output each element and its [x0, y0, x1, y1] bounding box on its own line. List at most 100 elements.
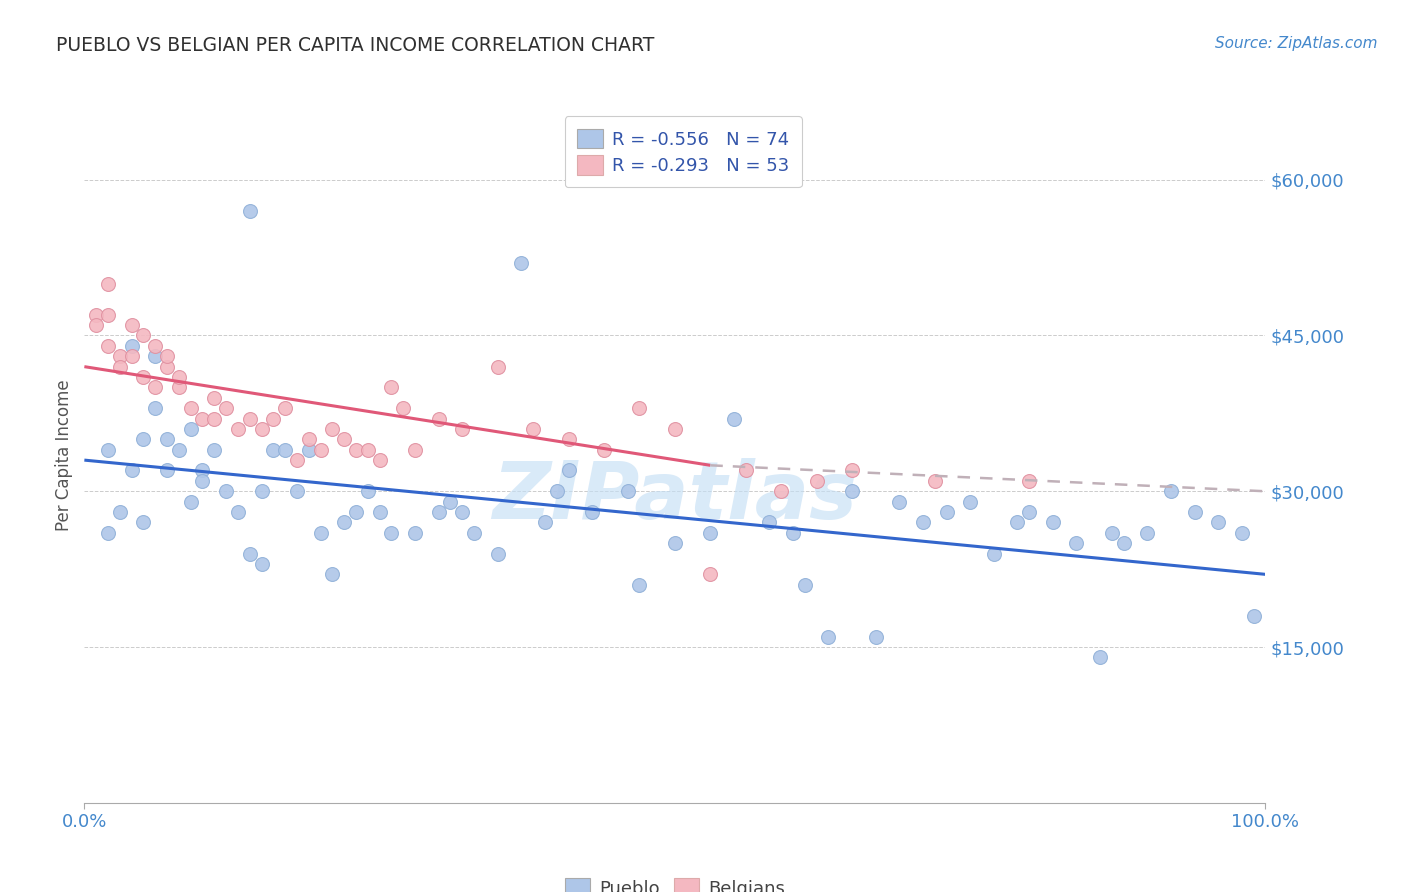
Point	[285, 453, 308, 467]
Point	[699, 567, 721, 582]
Point	[357, 484, 380, 499]
Point	[215, 401, 238, 416]
Point	[841, 463, 863, 477]
Point	[309, 525, 332, 540]
Point	[97, 442, 120, 457]
Point	[180, 494, 202, 508]
Point	[321, 422, 343, 436]
Point	[628, 578, 651, 592]
Point	[167, 370, 190, 384]
Point	[1112, 536, 1135, 550]
Point	[1018, 505, 1040, 519]
Point	[226, 505, 249, 519]
Point	[427, 411, 450, 425]
Point	[935, 505, 957, 519]
Point	[486, 359, 509, 374]
Point	[734, 463, 756, 477]
Point	[262, 442, 284, 457]
Point	[191, 463, 214, 477]
Point	[865, 630, 887, 644]
Point	[628, 401, 651, 416]
Point	[274, 442, 297, 457]
Point	[333, 516, 356, 530]
Point	[1136, 525, 1159, 540]
Point	[226, 422, 249, 436]
Point	[793, 578, 815, 592]
Point	[108, 505, 131, 519]
Point	[1007, 516, 1029, 530]
Point	[309, 442, 332, 457]
Point	[427, 505, 450, 519]
Text: PUEBLO VS BELGIAN PER CAPITA INCOME CORRELATION CHART: PUEBLO VS BELGIAN PER CAPITA INCOME CORR…	[56, 36, 655, 54]
Point	[404, 442, 426, 457]
Point	[664, 422, 686, 436]
Legend: Pueblo, Belgians: Pueblo, Belgians	[557, 871, 793, 892]
Point	[202, 391, 225, 405]
Point	[121, 339, 143, 353]
Point	[250, 484, 273, 499]
Point	[97, 525, 120, 540]
Point	[108, 349, 131, 363]
Point	[84, 318, 107, 332]
Point	[806, 474, 828, 488]
Point	[180, 422, 202, 436]
Point	[156, 359, 179, 374]
Point	[250, 557, 273, 571]
Point	[451, 422, 474, 436]
Point	[132, 370, 155, 384]
Point	[167, 442, 190, 457]
Point	[380, 525, 402, 540]
Point	[924, 474, 946, 488]
Point	[1160, 484, 1182, 499]
Point	[143, 349, 166, 363]
Point	[298, 433, 321, 447]
Point	[191, 474, 214, 488]
Point	[546, 484, 568, 499]
Point	[758, 516, 780, 530]
Text: Source: ZipAtlas.com: Source: ZipAtlas.com	[1215, 36, 1378, 51]
Point	[723, 411, 745, 425]
Point	[1042, 516, 1064, 530]
Point	[1243, 608, 1265, 623]
Point	[321, 567, 343, 582]
Point	[167, 380, 190, 394]
Point	[239, 203, 262, 218]
Point	[132, 433, 155, 447]
Point	[534, 516, 557, 530]
Point	[616, 484, 638, 499]
Point	[239, 411, 262, 425]
Point	[108, 359, 131, 374]
Point	[368, 505, 391, 519]
Point	[333, 433, 356, 447]
Point	[959, 494, 981, 508]
Point	[156, 349, 179, 363]
Point	[274, 401, 297, 416]
Point	[380, 380, 402, 394]
Point	[84, 308, 107, 322]
Text: ZIPatlas: ZIPatlas	[492, 458, 858, 536]
Point	[1066, 536, 1088, 550]
Point	[486, 547, 509, 561]
Point	[770, 484, 793, 499]
Point	[97, 339, 120, 353]
Point	[202, 411, 225, 425]
Point	[202, 442, 225, 457]
Point	[156, 463, 179, 477]
Point	[1018, 474, 1040, 488]
Point	[1230, 525, 1253, 540]
Point	[368, 453, 391, 467]
Point	[121, 318, 143, 332]
Point	[239, 547, 262, 561]
Point	[156, 433, 179, 447]
Point	[439, 494, 461, 508]
Point	[1184, 505, 1206, 519]
Point	[215, 484, 238, 499]
Point	[357, 442, 380, 457]
Point	[451, 505, 474, 519]
Point	[581, 505, 603, 519]
Point	[262, 411, 284, 425]
Point	[557, 463, 579, 477]
Point	[889, 494, 911, 508]
Point	[841, 484, 863, 499]
Point	[298, 442, 321, 457]
